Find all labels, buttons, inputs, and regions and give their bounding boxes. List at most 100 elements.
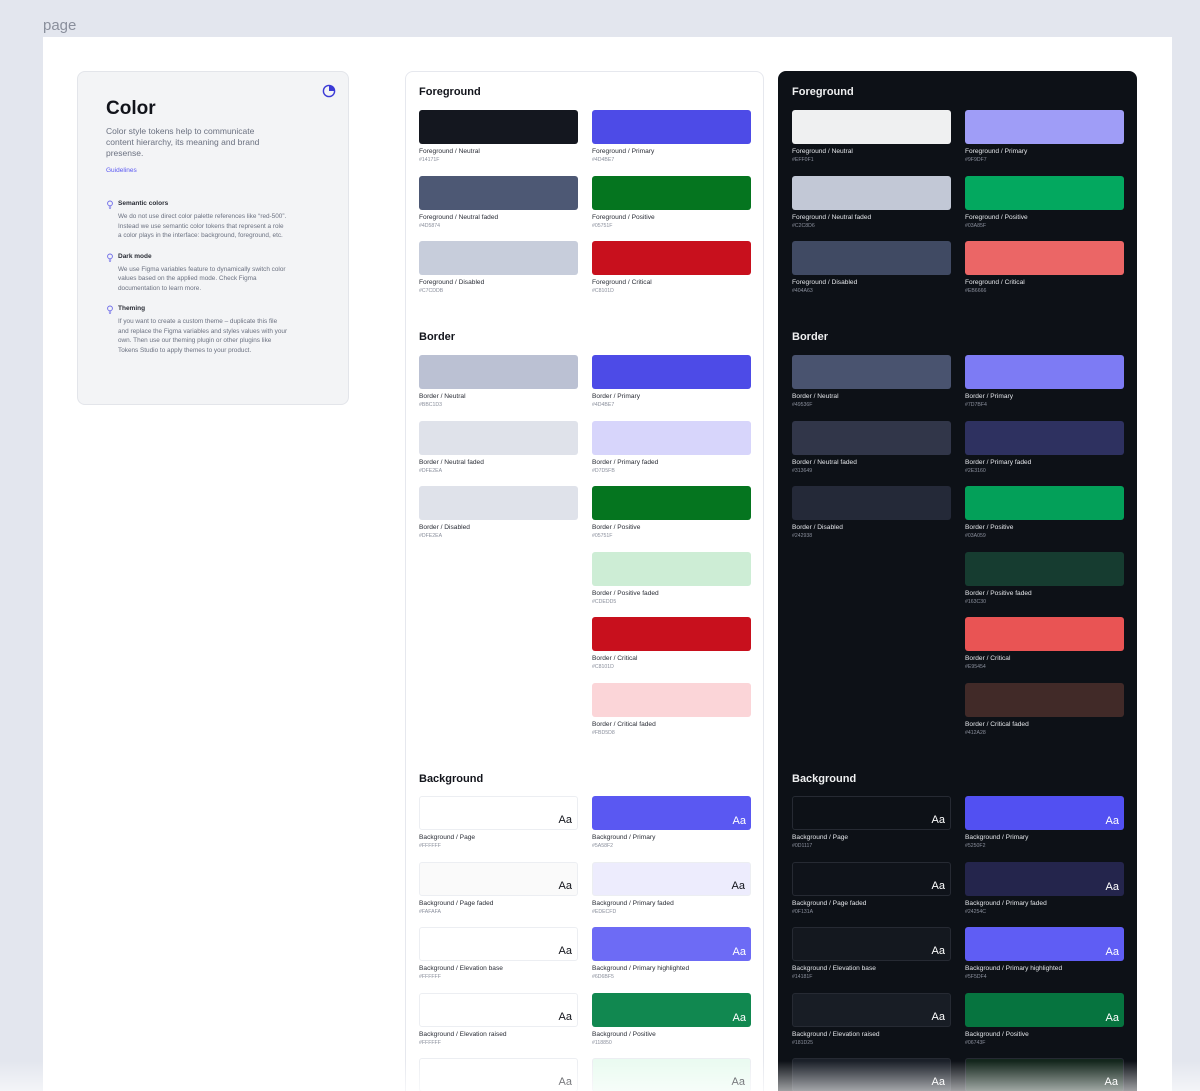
swatch-background-primary-faded[interactable]: Aa Background / Primary faded #EDECFD bbox=[592, 861, 752, 915]
swatch-foreground-primary[interactable]: Foreground / Primary #9F9DF7 bbox=[965, 110, 1125, 163]
swatch-label: Foreground / Critical bbox=[965, 279, 1025, 287]
color-chip: Aa bbox=[592, 1058, 751, 1091]
swatch-background-elevation-raised[interactable]: Aa Background / Elevation raised #FFFFFF bbox=[419, 992, 579, 1046]
swatch-border-positive-faded[interactable]: Border / Positive faded #CDEDD5 bbox=[592, 551, 752, 605]
swatch-label: Border / Critical faded bbox=[592, 721, 656, 728]
text-sample: Aa bbox=[558, 879, 572, 892]
swatch-hex: #BBC1D3 bbox=[419, 402, 443, 408]
guidelines-link[interactable]: Guidelines bbox=[106, 167, 137, 174]
text-sample: Aa bbox=[931, 879, 945, 892]
dark-mode-panel: Foreground Foreground / Neutral #EFF0F1 For… bbox=[778, 71, 1137, 1091]
swatch-background-item[interactable]: Aa bbox=[965, 1058, 1125, 1091]
swatch-border-disabled[interactable]: Border / Disabled #DFE2EA bbox=[419, 486, 579, 539]
swatch-hex: #05751F bbox=[592, 533, 613, 540]
swatch-border-neutral[interactable]: Border / Neutral #BBC1D3 bbox=[419, 355, 579, 408]
swatch-foreground-positive[interactable]: Foreground / Positive #05751F bbox=[592, 175, 752, 229]
swatch-foreground-neutral[interactable]: Foreground / Neutral #14171F bbox=[419, 110, 579, 163]
swatch-label: Border / Positive faded bbox=[592, 589, 659, 597]
theme-toggle-icon[interactable] bbox=[322, 84, 336, 98]
color-chip: Aa bbox=[792, 927, 951, 962]
swatch-hex: #05751F bbox=[592, 222, 613, 229]
swatch-border-positive[interactable]: Border / Positive #03A059 bbox=[965, 486, 1125, 539]
swatch-background-item[interactable]: Aa bbox=[419, 1058, 579, 1091]
swatch-foreground-critical[interactable]: Foreground / Critical #C8101D bbox=[592, 241, 752, 294]
text-sample: Aa bbox=[732, 815, 746, 827]
swatch-hex: #06743F bbox=[965, 1039, 986, 1046]
swatch-background-primary-faded[interactable]: Aa Background / Primary faded #24254C bbox=[965, 861, 1125, 915]
swatch-label: Border / Neutral faded bbox=[419, 458, 484, 466]
swatch-background-positive[interactable]: Aa Background / Positive #06743F bbox=[965, 992, 1125, 1046]
swatch-label: Foreground / Neutral bbox=[792, 148, 853, 155]
swatch-background-item[interactable]: Aa bbox=[792, 1058, 952, 1091]
swatch-foreground-neutral-faded[interactable]: Foreground / Neutral faded #C2C8D6 bbox=[792, 175, 952, 229]
swatch-hex: #313649 bbox=[792, 467, 813, 474]
swatch-background-item[interactable]: Aa bbox=[592, 1058, 752, 1091]
swatch-foreground-critical[interactable]: Foreground / Critical #EB6666 bbox=[965, 241, 1125, 294]
swatch-border-primary-faded[interactable]: Border / Primary faded #2E3160 bbox=[965, 420, 1125, 474]
swatch-hex: #5A58F2 bbox=[592, 843, 614, 849]
swatch-hex: #EFF0F1 bbox=[792, 157, 814, 163]
swatch-hex: #4D4BE7 bbox=[592, 402, 615, 408]
swatch-foreground-disabled[interactable]: Foreground / Disabled #404A63 bbox=[792, 241, 952, 294]
swatch-border-neutral-faded[interactable]: Border / Neutral faded #DFE2EA bbox=[419, 420, 579, 474]
swatch-hex: #E95454 bbox=[965, 664, 986, 671]
color-chip: Aa bbox=[792, 861, 951, 896]
swatch-background-page-faded[interactable]: Aa Background / Page faded #0F131A bbox=[792, 861, 952, 915]
swatch-background-page[interactable]: Aa Background / Page #0D1117 bbox=[792, 796, 952, 849]
swatch-hex: #FFFFFF bbox=[419, 843, 441, 849]
swatch-foreground-neutral[interactable]: Foreground / Neutral #EFF0F1 bbox=[792, 110, 952, 163]
swatch-hex: #2E3160 bbox=[965, 467, 986, 474]
swatch-border-neutral[interactable]: Border / Neutral #49536F bbox=[792, 355, 952, 408]
light-mode-panel: Foreground Foreground / Neutral #14171F For… bbox=[405, 71, 764, 1091]
swatch-label: Background / Elevation base bbox=[419, 965, 503, 973]
swatch-label: Background / Elevation raised bbox=[419, 1030, 507, 1038]
text-sample: Aa bbox=[931, 945, 945, 958]
swatch-border-critical-faded[interactable]: Border / Critical faded #412A28 bbox=[965, 683, 1125, 736]
color-chip bbox=[419, 110, 578, 144]
color-chip bbox=[965, 110, 1124, 144]
swatch-label: Background / Primary bbox=[965, 834, 1029, 841]
swatch-background-primary[interactable]: Aa Background / Primary #5A58F2 bbox=[592, 796, 752, 849]
swatch-background-primary[interactable]: Aa Background / Primary #5250F2 bbox=[965, 796, 1125, 849]
swatch-label: Foreground / Neutral faded bbox=[792, 213, 872, 221]
swatch-label: Background / Primary bbox=[592, 834, 656, 841]
swatch-border-critical[interactable]: Border / Critical #C8101D bbox=[592, 617, 752, 670]
swatch-border-critical[interactable]: Border / Critical #E95454 bbox=[965, 617, 1125, 670]
swatch-label: Foreground / Critical bbox=[592, 279, 652, 287]
swatch-hex: #7D7BF4 bbox=[965, 402, 987, 408]
swatch-hex: #49536F bbox=[792, 402, 813, 408]
section-title-background: Background bbox=[419, 773, 484, 785]
swatch-hex: #14171F bbox=[419, 157, 440, 163]
color-chip bbox=[592, 617, 751, 652]
swatch-foreground-primary[interactable]: Foreground / Primary #4D4BE7 bbox=[592, 110, 752, 163]
swatch-background-primary-highlighted[interactable]: Aa Background / Primary highlighted #5F5DF… bbox=[965, 927, 1125, 980]
swatch-hex: #6D6BF5 bbox=[592, 974, 614, 981]
swatch-border-positive[interactable]: Border / Positive #05751F bbox=[592, 486, 752, 539]
swatch-border-positive-faded[interactable]: Border / Positive faded #163C30 bbox=[965, 551, 1125, 605]
swatch-background-elevation-base[interactable]: Aa Background / Elevation base #14181F bbox=[792, 927, 952, 980]
swatch-label: Background / Positive bbox=[965, 1030, 1029, 1038]
swatch-border-critical-faded[interactable]: Border / Critical faded #FBD5D8 bbox=[592, 683, 752, 736]
swatch-label: Background / Page faded bbox=[792, 899, 867, 907]
swatch-foreground-positive[interactable]: Foreground / Positive #03A85F bbox=[965, 175, 1125, 229]
swatch-foreground-disabled[interactable]: Foreground / Disabled #C7CDDB bbox=[419, 241, 579, 294]
swatch-border-primary[interactable]: Border / Primary #7D7BF4 bbox=[965, 355, 1125, 408]
swatch-background-page[interactable]: Aa Background / Page #FFFFFF bbox=[419, 796, 579, 849]
swatch-border-primary-faded[interactable]: Border / Primary faded #D7D5FB bbox=[592, 420, 752, 474]
swatch-background-elevation-raised[interactable]: Aa Background / Elevation raised #181D25 bbox=[792, 992, 952, 1046]
swatch-border-neutral-faded[interactable]: Border / Neutral faded #313649 bbox=[792, 420, 952, 474]
swatch-hex: #FFFFFF bbox=[419, 1039, 441, 1046]
swatch-label: Background / Primary highlighted bbox=[965, 965, 1063, 973]
swatch-background-positive[interactable]: Aa Background / Positive #118850 bbox=[592, 992, 752, 1046]
swatch-border-primary[interactable]: Border / Primary #4D4BE7 bbox=[592, 355, 752, 408]
swatch-border-disabled[interactable]: Border / Disabled #242938 bbox=[792, 486, 952, 539]
swatch-foreground-neutral-faded[interactable]: Foreground / Neutral faded #4D5874 bbox=[419, 175, 579, 229]
color-chip bbox=[792, 175, 951, 210]
swatch-hex: #CDEDD5 bbox=[592, 598, 617, 605]
swatch-background-page-faded[interactable]: Aa Background / Page faded #FAFAFA bbox=[419, 861, 579, 915]
swatch-background-primary-highlighted[interactable]: Aa Background / Primary highlighted #6D6BF… bbox=[592, 927, 752, 980]
swatch-background-elevation-base[interactable]: Aa Background / Elevation base #FFFFFF bbox=[419, 927, 579, 980]
color-chip: Aa bbox=[419, 927, 578, 962]
swatch-label: Background / Primary highlighted bbox=[592, 965, 690, 973]
swatch-hex: #0D1117 bbox=[792, 843, 813, 849]
